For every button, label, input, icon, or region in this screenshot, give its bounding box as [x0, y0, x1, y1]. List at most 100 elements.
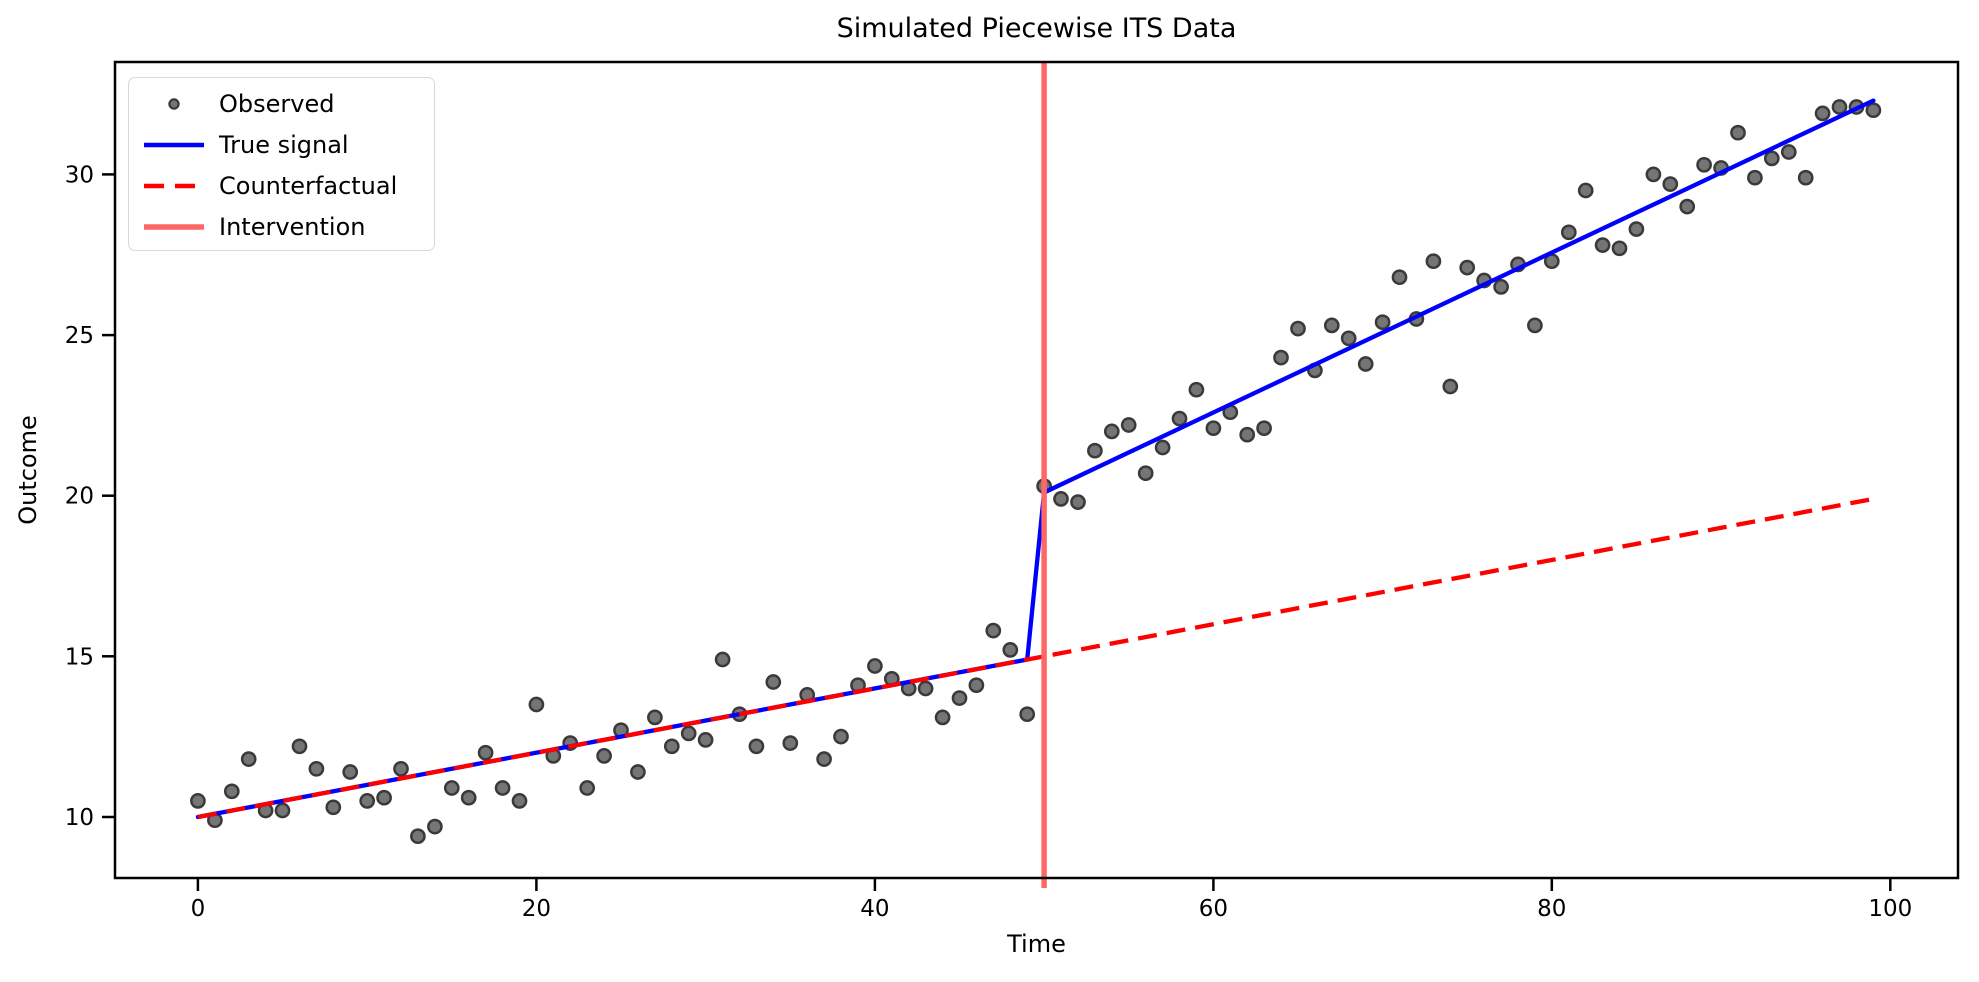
scatter-point: [494, 780, 511, 796]
scatter-point: [765, 674, 782, 690]
scatter-point: [1763, 150, 1780, 167]
legend-label-intervention: Intervention: [219, 212, 366, 241]
scatter-point: [427, 818, 443, 835]
y-axis-tick-label: 30: [65, 162, 94, 188]
true-signal-marker-icon: [129, 134, 219, 156]
scatter-point: [1527, 317, 1543, 334]
scatter-point: [630, 764, 646, 780]
scatter-point: [528, 696, 545, 713]
x-axis-tick-label: 60: [1199, 896, 1228, 922]
legend: Observed True signal Counterfactual Inte…: [128, 77, 435, 251]
scatter-point: [951, 690, 968, 706]
scatter-point: [1747, 169, 1763, 186]
y-axis-label: Outcome: [14, 415, 42, 525]
scatter-point: [393, 760, 409, 777]
scatter-point: [985, 622, 1002, 639]
scatter-point: [1577, 182, 1594, 199]
scatter-point: [1493, 279, 1509, 295]
scatter-point: [1188, 381, 1205, 398]
scatter-point: [1120, 417, 1137, 433]
scatter-point: [1696, 156, 1712, 173]
scatter-point: [917, 680, 934, 697]
scatter-point: [1560, 224, 1577, 241]
scatter-point: [867, 658, 883, 674]
scatter-point: [1865, 102, 1882, 119]
y-axis-tick-label: 15: [65, 644, 94, 670]
scatter-point: [342, 764, 359, 780]
scatter-point: [1002, 642, 1019, 658]
scatter-point: [663, 738, 680, 755]
scatter-point: [1814, 105, 1831, 122]
scatter-point: [1374, 314, 1391, 331]
y-axis-tick-label: 25: [65, 323, 94, 349]
scatter-point: [410, 828, 426, 845]
scatter-point: [1273, 349, 1289, 366]
x-axis-tick-label: 80: [1537, 896, 1566, 922]
scatter-point: [1628, 221, 1645, 237]
scatter-point: [1053, 491, 1069, 507]
scatter-point: [647, 709, 663, 726]
scatter-point: [1137, 465, 1154, 482]
scatter-point: [816, 751, 832, 767]
counterfactual-marker-icon: [129, 175, 219, 197]
scatter-point: [240, 751, 257, 767]
counterfactual-line: [197, 496, 1874, 820]
scatter-point: [376, 789, 392, 806]
legend-label-observed: Observed: [219, 89, 335, 118]
scatter-point: [1594, 237, 1611, 253]
scatter-point: [1797, 169, 1814, 186]
observed-marker-icon: [129, 93, 219, 115]
scatter-point: [1154, 439, 1171, 456]
legend-row-intervention: Intervention: [129, 206, 434, 247]
scatter-point: [1357, 356, 1374, 372]
scatter-point: [190, 793, 206, 809]
scatter-point: [714, 651, 731, 668]
scatter-point: [443, 780, 460, 796]
scatter-point: [359, 793, 376, 809]
scatter-point: [1087, 442, 1103, 459]
scatter-point: [325, 799, 342, 816]
scatter-point: [1831, 99, 1848, 115]
true-signal-line: [195, 98, 1876, 820]
scatter-point: [968, 677, 985, 694]
scatter-point: [1019, 706, 1036, 723]
scatter-point: [308, 760, 325, 777]
legend-label-true-signal: True signal: [219, 130, 349, 159]
scatter-point: [1256, 420, 1272, 437]
scatter-point: [680, 725, 697, 742]
scatter-point: [223, 783, 240, 800]
scatter-point: [1459, 259, 1476, 276]
scatter-point: [782, 735, 799, 751]
scatter-point: [274, 802, 291, 819]
plot-border: [113, 60, 1960, 880]
intervention-marker-icon: [129, 216, 219, 238]
legend-row-counterfactual: Counterfactual: [129, 165, 434, 206]
x-axis-label: Time: [1007, 930, 1066, 958]
x-axis-tick-label: 0: [191, 896, 206, 922]
scatter-point: [1611, 240, 1628, 257]
scatter-point: [934, 709, 951, 726]
scatter-point: [697, 732, 714, 748]
scatter-point: [1070, 494, 1086, 510]
scatter-point: [1340, 330, 1357, 347]
scatter-point: [1391, 269, 1408, 286]
scatter-point: [291, 738, 308, 755]
scatter-point: [1425, 253, 1442, 270]
legend-row-true-signal: True signal: [129, 124, 434, 165]
scatter-point: [511, 793, 528, 809]
y-axis-tick-label: 10: [65, 805, 94, 831]
scatter-point: [1239, 426, 1256, 443]
scatter-point: [596, 748, 612, 764]
scatter-point: [579, 780, 596, 796]
x-axis-tick-label: 40: [860, 896, 889, 922]
scatter-point: [1290, 320, 1306, 337]
y-axis-tick-label: 20: [65, 484, 94, 510]
scatter-point: [1730, 124, 1746, 141]
legend-label-counterfactual: Counterfactual: [219, 171, 398, 200]
scatter-point: [1103, 423, 1120, 440]
scatter-point: [1780, 144, 1797, 160]
scatter-point: [1662, 176, 1679, 192]
chart-title: Simulated Piecewise ITS Data: [836, 13, 1237, 44]
